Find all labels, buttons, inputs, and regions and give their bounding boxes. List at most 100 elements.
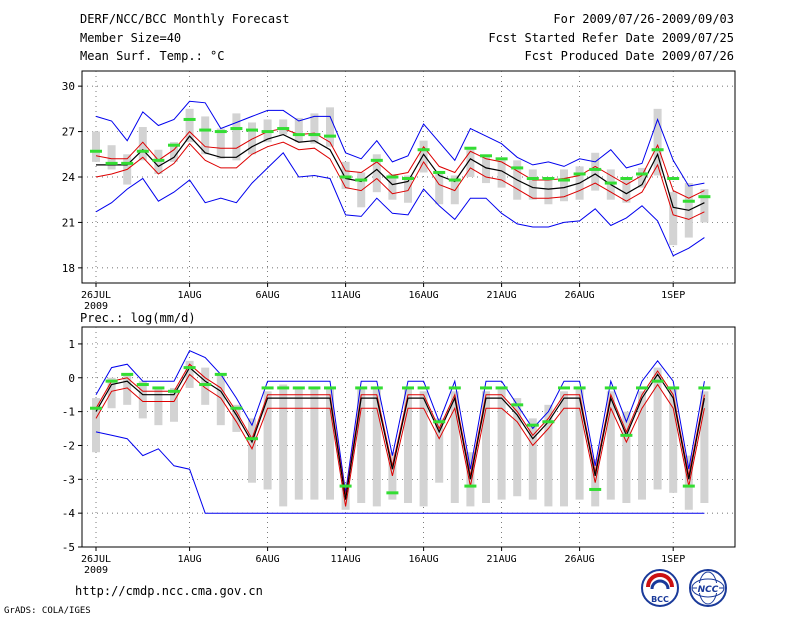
x-tick-label: 1AUG: [178, 290, 202, 301]
member-mark: [261, 130, 274, 134]
member-mark: [636, 172, 648, 176]
member-mark: [558, 386, 570, 390]
member-mark: [355, 386, 368, 390]
member-mark: [542, 177, 555, 181]
spread-box: [154, 387, 163, 426]
x-tick-label: 6AUG: [256, 290, 280, 301]
member-mark: [636, 386, 648, 390]
spread-box: [279, 384, 288, 507]
x-tick-label: 26AUG: [565, 554, 595, 565]
member-mark: [480, 154, 492, 158]
y-tick-label: 0: [68, 372, 75, 385]
member-mark: [480, 386, 492, 390]
member-mark: [199, 383, 212, 387]
x-tick-label: 11AUG: [331, 290, 361, 301]
spread-box: [544, 177, 553, 205]
member-mark: [292, 133, 305, 137]
series-line-min: [95, 152, 705, 257]
member-mark: [573, 172, 586, 176]
source-url[interactable]: http://cmdp.ncc.cma.gov.cn: [75, 584, 263, 598]
x-tick-label: 16AUG: [409, 554, 439, 565]
variable-label: Mean Surf. Temp.: °C: [80, 49, 225, 63]
fcst-produced-date: Fcst Produced Date 2009/07/26: [524, 49, 734, 63]
spread-box: [138, 127, 147, 161]
member-mark: [433, 170, 446, 174]
member-mark: [199, 128, 212, 132]
spread-box: [606, 391, 615, 500]
member-mark: [136, 383, 149, 387]
member-mark: [355, 178, 368, 182]
spread-box: [372, 154, 381, 193]
x-tick-label: 21AUG: [487, 554, 517, 565]
series-line-min: [95, 431, 705, 514]
member-mark: [168, 143, 180, 147]
spread-box: [357, 387, 366, 503]
spread-box: [435, 173, 444, 205]
spread-box: [404, 175, 412, 203]
spread-box: [107, 377, 116, 409]
spread-box: [482, 157, 490, 184]
spread-box: [232, 404, 241, 432]
series-line-q1: [95, 141, 705, 220]
member-mark: [495, 157, 508, 161]
spread-box: [684, 455, 693, 510]
x-tick-label: 1SEP: [661, 554, 685, 565]
spread-box: [248, 122, 256, 155]
x-tick-label: 16AUG: [409, 290, 439, 301]
spread-box: [404, 387, 412, 503]
spread-box: [419, 140, 428, 173]
member-mark: [370, 158, 383, 162]
series-line-median: [96, 133, 705, 211]
spread-box: [294, 387, 303, 500]
spread-box: [310, 387, 319, 500]
y-tick-label: 21: [62, 216, 75, 229]
spread-box: [232, 113, 241, 161]
member-mark: [667, 177, 680, 181]
member-mark: [370, 386, 383, 390]
svg-text:NCC: NCC: [698, 585, 719, 595]
member-mark: [651, 379, 664, 383]
member-mark: [136, 149, 149, 153]
x-tick-label: 6AUG: [256, 554, 280, 565]
spread-box: [653, 367, 662, 490]
spread-box: [294, 117, 303, 143]
member-mark: [152, 158, 165, 162]
spread-box: [560, 169, 568, 202]
member-mark: [121, 161, 134, 165]
member-mark: [339, 484, 352, 488]
spread-box: [388, 173, 397, 200]
spread-box: [419, 391, 428, 507]
bcc-logo: BCC: [641, 569, 679, 607]
spread-box: [497, 160, 506, 188]
y-tick-label: 30: [62, 80, 75, 93]
member-mark: [121, 372, 134, 376]
member-mark: [90, 406, 102, 410]
member-mark: [651, 148, 664, 152]
member-mark: [168, 389, 180, 393]
member-mark: [152, 386, 165, 390]
member-mark: [214, 130, 227, 134]
member-mark: [417, 148, 430, 152]
member-mark: [542, 420, 555, 424]
spread-box: [279, 119, 288, 135]
member-mark: [105, 161, 118, 165]
spread-box: [185, 108, 194, 143]
member-mark: [386, 491, 399, 495]
y-tick-label: -3: [62, 473, 75, 486]
y-tick-label: -1: [62, 406, 75, 419]
x-tick-label: 21AUG: [487, 290, 517, 301]
spread-box: [201, 367, 210, 405]
member-mark: [183, 117, 196, 121]
spread-box: [575, 387, 584, 500]
series-line-median: [95, 366, 705, 500]
member-mark: [698, 195, 711, 199]
spread-box: [528, 169, 537, 200]
series-line-q3: [95, 363, 705, 497]
x-tick-sublabel: 2009: [84, 565, 108, 576]
member-mark: [604, 181, 617, 185]
spread-box: [700, 189, 709, 223]
x-tick-label: 11AUG: [331, 554, 361, 565]
member-mark: [464, 146, 477, 150]
